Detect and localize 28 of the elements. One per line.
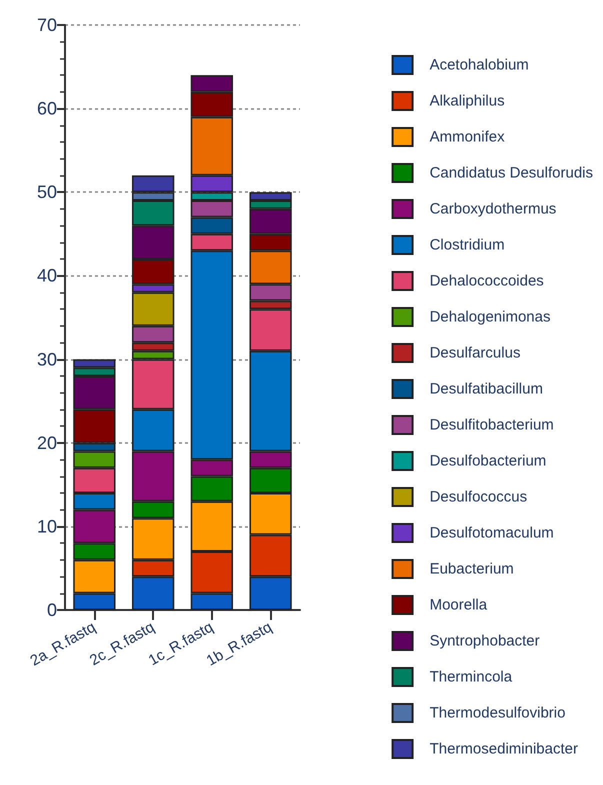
- y-tick-label: 40: [36, 266, 57, 286]
- legend-label: Alkaliphilus: [430, 92, 505, 110]
- legend-label: Desulfitobacterium: [430, 416, 554, 434]
- y-tick-label: 0: [46, 600, 57, 620]
- legend-label: Dehalococcoides: [430, 272, 544, 290]
- legend-label: Ammonifex: [430, 128, 506, 146]
- legend-label: Carboxydothermus: [430, 200, 556, 218]
- legend-label: Desulfatibacillum: [430, 380, 543, 398]
- y-tick-label: 60: [36, 98, 57, 119]
- legend-label: Eubacterium: [430, 560, 514, 578]
- legend-label: Dehalogenimonas: [430, 308, 550, 326]
- y-tick-label: 50: [36, 182, 57, 202]
- legend-label: Moorella: [430, 596, 488, 614]
- legend-label: Desulfococcus: [430, 488, 528, 506]
- y-tick-label: 10: [36, 516, 57, 536]
- y-tick-label: 30: [36, 349, 57, 370]
- legend-label: Acetohalobium: [430, 56, 529, 74]
- legend-label: Thermincola: [430, 668, 513, 686]
- legend-label: Desulfobacterium: [430, 452, 546, 470]
- legend-label: Desulfotomaculum: [430, 524, 554, 542]
- y-tick-label: 70: [36, 15, 57, 35]
- legend-label: Thermodesulfovibrio: [430, 704, 566, 722]
- legend-label: Thermosediminibacter: [430, 740, 578, 758]
- legend-label: Desulfarculus: [430, 344, 520, 362]
- legend-label: Clostridium: [430, 236, 505, 254]
- legend-label: Syntrophobacter: [430, 632, 540, 650]
- legend-label: Candidatus Desulforudis: [430, 164, 594, 182]
- y-tick-label: 20: [36, 432, 57, 453]
